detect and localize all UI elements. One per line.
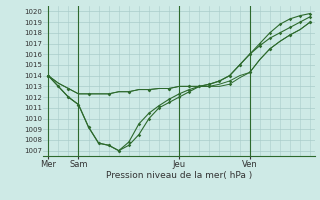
X-axis label: Pression niveau de la mer( hPa ): Pression niveau de la mer( hPa ): [106, 171, 252, 180]
